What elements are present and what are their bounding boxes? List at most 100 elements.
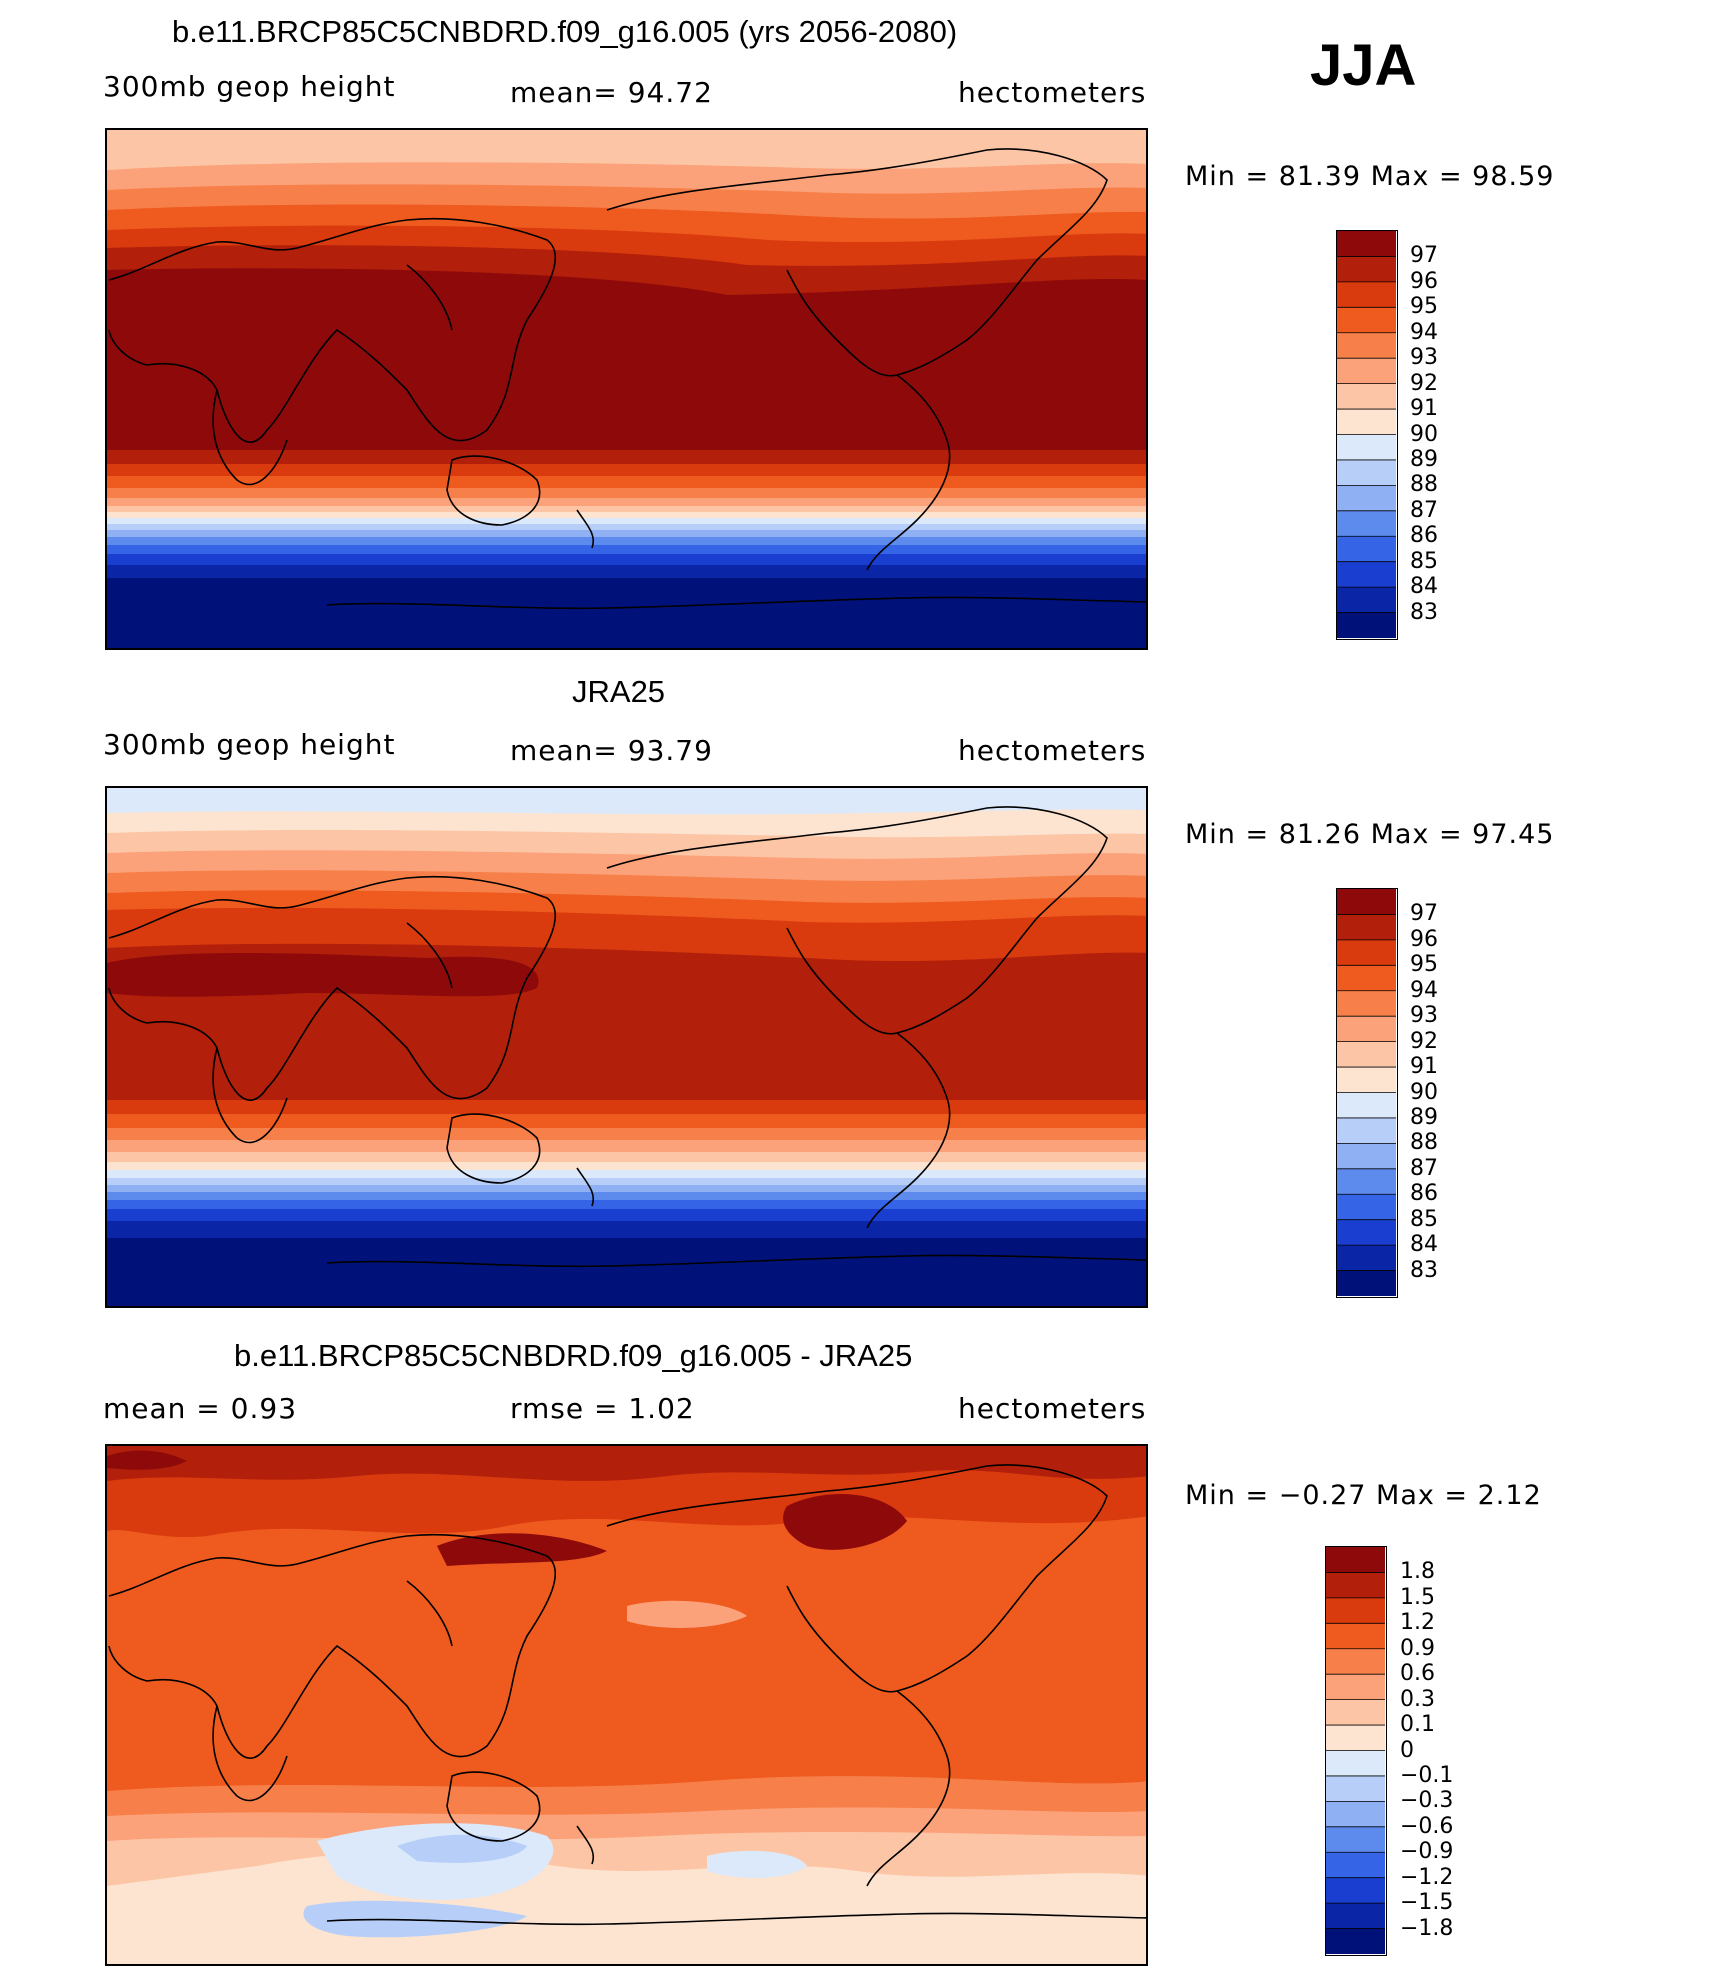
legend-swatch	[1326, 1674, 1385, 1701]
legend-swatch	[1337, 1168, 1396, 1195]
legend-swatch	[1337, 434, 1396, 461]
legend-swatch	[1326, 1826, 1385, 1853]
panel1-units-label: hectometers	[958, 76, 1147, 109]
legend-swatch	[1337, 1143, 1396, 1170]
legend-swatch	[1326, 1725, 1385, 1751]
panel3-minmax: Min = −0.27 Max = 2.12	[1185, 1480, 1542, 1511]
legend-swatch	[1337, 307, 1396, 334]
season-label: JJA	[1310, 33, 1417, 98]
legend-tick-label: 90	[1410, 421, 1438, 447]
legend-tick-label: 94	[1410, 977, 1438, 1003]
legend-tick-label: 1.8	[1400, 1559, 1435, 1585]
legend-swatch	[1337, 612, 1396, 639]
legend-tick-label: 0.9	[1400, 1635, 1435, 1661]
legend-tick-label: 95	[1410, 294, 1438, 320]
panel3-units-label: hectometers	[958, 1392, 1147, 1425]
legend-tick-label: 0.1	[1400, 1712, 1435, 1738]
legend-tick-label: 89	[1410, 1104, 1438, 1130]
legend-tick-label: −0.1	[1400, 1762, 1454, 1788]
legend-tick-label: −0.6	[1400, 1813, 1454, 1839]
panel2-coastlines	[108, 806, 1146, 1268]
panel3-mean-label: mean = 0.93	[103, 1392, 298, 1425]
panel2-variable-label: 300mb geop height	[103, 728, 396, 761]
panel3-map	[105, 1444, 1148, 1966]
legend-tick-label: 88	[1410, 1130, 1438, 1156]
legend-tick-label: 87	[1410, 497, 1438, 523]
panel3-legend-swatches	[1326, 1547, 1385, 1955]
legend-swatch	[1337, 1117, 1396, 1144]
legend-swatch	[1337, 256, 1396, 283]
legend-swatch	[1337, 1041, 1396, 1068]
legend-swatch	[1337, 510, 1396, 537]
legend-tick-label: 0	[1400, 1737, 1414, 1763]
legend-swatch	[1337, 587, 1396, 614]
legend-tick-label: 91	[1410, 396, 1438, 422]
panel1-title: b.e11.BRCP85C5CNBDRD.f09_g16.005 (yrs 20…	[172, 14, 958, 49]
panel1-coastlines	[108, 148, 1146, 610]
legend-swatch	[1337, 889, 1396, 915]
legend-tick-label: 87	[1410, 1155, 1438, 1181]
legend-tick-label: −1.5	[1400, 1890, 1454, 1916]
legend-tick-label: 92	[1410, 1028, 1438, 1054]
legend-tick-label: 1.2	[1400, 1610, 1435, 1636]
legend-swatch	[1337, 965, 1396, 992]
legend-tick-label: 92	[1410, 370, 1438, 396]
legend-tick-label: 88	[1410, 472, 1438, 498]
legend-tick-label: 96	[1410, 926, 1438, 952]
legend-swatch	[1337, 281, 1396, 308]
legend-tick-label: 86	[1410, 1181, 1438, 1207]
panel3-title: b.e11.BRCP85C5CNBDRD.f09_g16.005 - JRA25	[234, 1338, 913, 1373]
legend-swatch	[1337, 939, 1396, 966]
legend-tick-label: 96	[1410, 268, 1438, 294]
legend-tick-label: 86	[1410, 523, 1438, 549]
legend-swatch	[1326, 1597, 1385, 1624]
panel3-rmse-label: rmse = 1.02	[510, 1392, 695, 1425]
legend-tick-label: 85	[1410, 1206, 1438, 1232]
legend-swatch	[1337, 1092, 1396, 1119]
legend-tick-label: 93	[1410, 1003, 1438, 1029]
legend-tick-label: 97	[1410, 243, 1438, 269]
legend-swatch	[1326, 1699, 1385, 1726]
legend-swatch	[1337, 358, 1396, 385]
legend-swatch	[1337, 990, 1396, 1017]
legend-tick-label: 84	[1410, 574, 1438, 600]
legend-swatch	[1337, 1270, 1396, 1297]
legend-swatch	[1326, 1750, 1385, 1777]
legend-swatch	[1326, 1877, 1385, 1904]
legend-tick-label: −1.8	[1400, 1915, 1454, 1941]
legend-swatch	[1326, 1903, 1385, 1930]
panel1-mean-label: mean= 94.72	[510, 76, 713, 109]
legend-swatch	[1326, 1852, 1385, 1879]
legend-swatch	[1326, 1928, 1385, 1955]
legend-swatch	[1337, 1219, 1396, 1246]
legend-tick-label: 83	[1410, 1257, 1438, 1283]
legend-tick-label: 0.3	[1400, 1686, 1435, 1712]
legend-swatch	[1337, 1067, 1396, 1093]
legend-swatch	[1337, 409, 1396, 435]
legend-swatch	[1337, 561, 1396, 588]
legend-tick-label: 83	[1410, 599, 1438, 625]
panel3-legend	[1325, 1546, 1387, 1956]
panel2-legend	[1336, 888, 1398, 1298]
legend-swatch	[1326, 1547, 1385, 1573]
panel1-map	[105, 128, 1148, 650]
panel2-field	[107, 788, 1146, 1306]
legend-swatch	[1326, 1623, 1385, 1650]
legend-swatch	[1337, 231, 1396, 257]
legend-tick-label: −0.9	[1400, 1839, 1454, 1865]
panel2-map	[105, 786, 1148, 1308]
legend-swatch	[1337, 914, 1396, 941]
panel1-variable-label: 300mb geop height	[103, 70, 396, 103]
panel3-coastlines	[108, 1464, 1146, 1926]
panel2-mean-label: mean= 93.79	[510, 734, 713, 767]
legend-tick-label: 89	[1410, 446, 1438, 472]
panel2-minmax: Min = 81.26 Max = 97.45	[1185, 819, 1555, 850]
legend-swatch	[1337, 383, 1396, 410]
legend-swatch	[1326, 1572, 1385, 1599]
legend-swatch	[1337, 332, 1396, 359]
panel3-field	[107, 1446, 1146, 1964]
legend-tick-label: 85	[1410, 548, 1438, 574]
legend-swatch	[1337, 1194, 1396, 1221]
panel1-legend	[1336, 230, 1398, 640]
legend-tick-label: 90	[1410, 1079, 1438, 1105]
